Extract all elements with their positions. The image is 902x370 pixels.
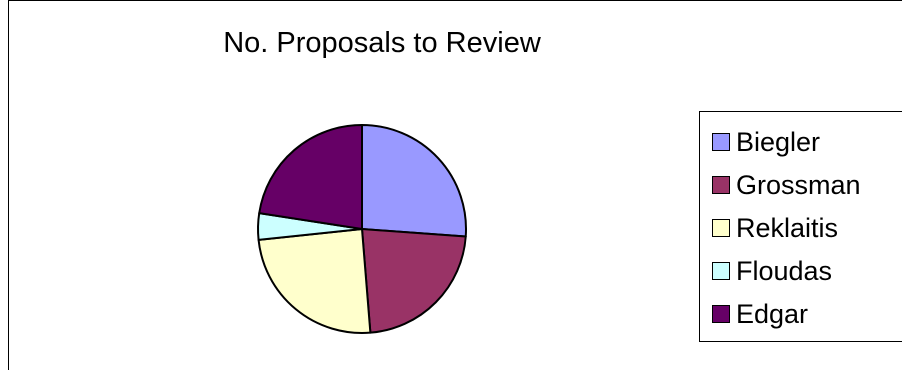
chart-legend: Biegler Grossman Reklaitis Floudas Edgar	[699, 111, 902, 342]
chart-title: No. Proposals to Review	[223, 27, 541, 59]
legend-label-edgar: Edgar	[736, 298, 809, 329]
legend-label-floudas: Floudas	[736, 255, 833, 286]
chart-frame: No. Proposals to Review Biegler Grossman…	[8, 0, 902, 370]
legend-label-biegler: Biegler	[736, 126, 821, 157]
legend-item-edgar: Edgar	[712, 297, 808, 331]
legend-item-biegler: Biegler	[712, 125, 820, 159]
pie-slice-grossman	[361, 228, 467, 334]
legend-swatch-grossman	[712, 176, 730, 194]
legend-swatch-edgar	[712, 305, 730, 323]
pie-chart	[257, 124, 468, 334]
legend-item-floudas: Floudas	[712, 254, 832, 288]
legend-swatch-floudas	[712, 262, 730, 280]
legend-item-grossman: Grossman	[712, 168, 861, 202]
pie-slice-reklaitis	[257, 228, 372, 334]
legend-label-reklaitis: Reklaitis	[736, 212, 839, 243]
pie-slice-biegler	[361, 124, 468, 238]
pie-slice-edgar	[258, 124, 363, 230]
legend-label-grossman: Grossman	[736, 169, 861, 200]
legend-swatch-reklaitis	[712, 219, 730, 237]
legend-swatch-biegler	[712, 133, 730, 151]
legend-item-reklaitis: Reklaitis	[712, 211, 838, 245]
